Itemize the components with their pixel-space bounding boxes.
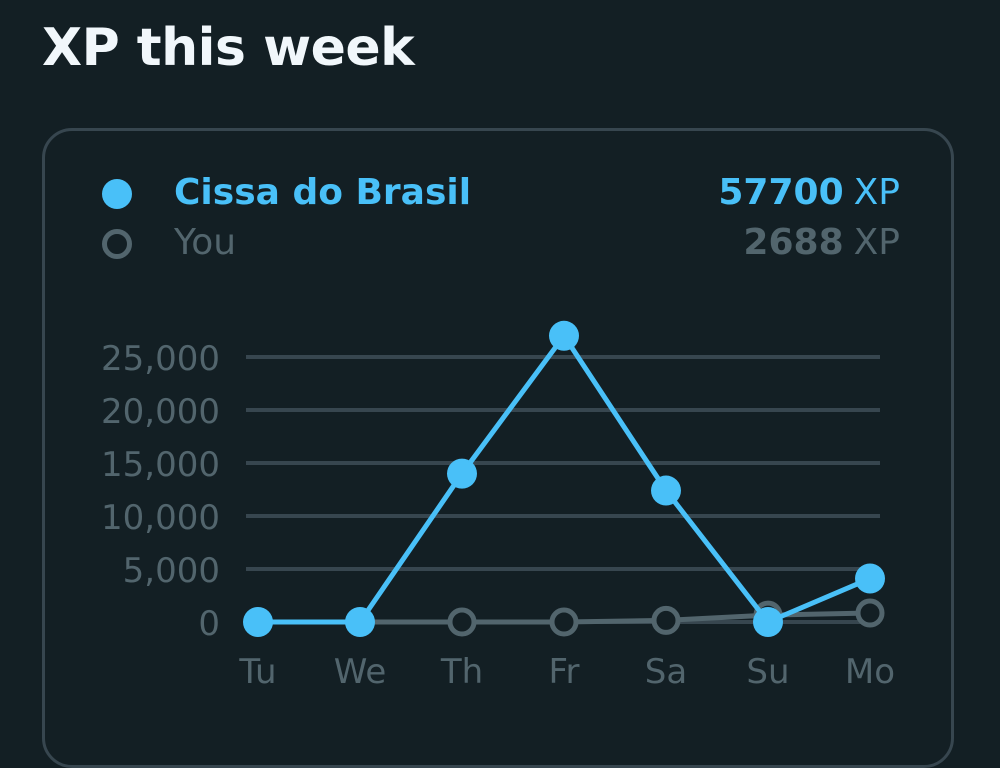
point-cissa (345, 607, 375, 637)
point-cissa (447, 458, 477, 489)
y-tick-label: 0 (198, 604, 220, 644)
x-tick-label: We (334, 652, 387, 692)
point-you (447, 607, 477, 637)
point-you (651, 605, 681, 635)
legend-xp-unit: XP (853, 172, 900, 213)
legend-marker-filled-icon (102, 179, 132, 209)
x-tick-label: Th (440, 652, 483, 692)
xp-line-chart: 0 5,000 10,000 15,000 20,000 25,000 Tu We Th Fr Sa… (101, 320, 895, 692)
x-tick-label: Tu (238, 652, 276, 692)
series-line-cissa (258, 333, 871, 625)
point-cissa (549, 320, 579, 351)
y-tick-label: 20,000 (101, 392, 220, 432)
legend-xp: 57700 XP (718, 170, 900, 216)
point-you (855, 598, 885, 628)
x-tick-label: Fr (548, 652, 579, 692)
y-tick-label: 5,000 (123, 551, 220, 591)
y-tick-label: 15,000 (101, 445, 220, 485)
x-tick-label: Su (746, 652, 789, 692)
legend-marker-hollow-icon (102, 229, 132, 259)
point-cissa (243, 607, 273, 637)
legend-xp: 2688 XP (743, 220, 900, 266)
point-cissa (753, 607, 783, 637)
legend-row-you: You 2688 XP (100, 220, 900, 266)
x-tick-label: Sa (645, 652, 687, 692)
legend-xp-value: 57700 (718, 172, 844, 213)
legend-name: Cissa do Brasil (174, 172, 472, 213)
legend-row-cissa: Cissa do Brasil 57700 XP (100, 170, 900, 216)
y-tick-label: 10,000 (101, 498, 220, 538)
legend-xp-unit: XP (853, 222, 900, 263)
point-cissa (855, 563, 885, 594)
point-you (549, 607, 579, 637)
page-title: XP this week (42, 18, 415, 78)
y-tick-label: 25,000 (101, 339, 220, 379)
x-tick-label: Mo (845, 652, 895, 692)
legend-name: You (174, 222, 237, 263)
point-cissa (651, 475, 681, 506)
legend-xp-value: 2688 (743, 222, 844, 263)
